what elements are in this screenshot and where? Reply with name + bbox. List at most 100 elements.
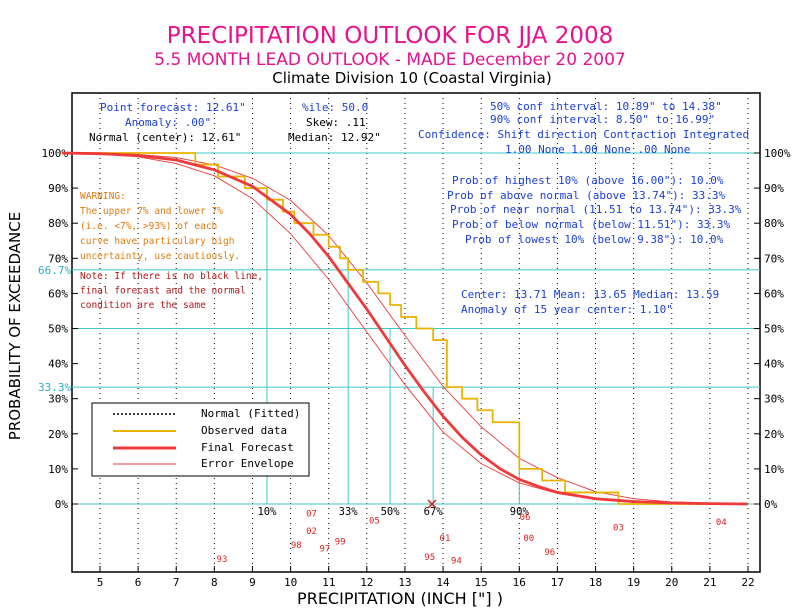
x-tick-label: 17 xyxy=(551,576,564,589)
note-text-line: final forecast and the normal xyxy=(80,286,246,297)
y-tick-label-left: 80% xyxy=(48,217,68,230)
reference-line-label: 33.3% xyxy=(38,381,71,394)
x-tick-label: 18 xyxy=(589,576,602,589)
y-tick-label-left: 10% xyxy=(48,463,68,476)
series-error-envelope xyxy=(61,152,749,505)
skew-text: Skew: .11 xyxy=(306,116,366,129)
normal-center-text: Normal (center): 12.61" xyxy=(89,131,241,144)
y-tick-label-left: 50% xyxy=(48,323,68,336)
x-axis-label: PRECIPITATION (INCH ["] ) xyxy=(297,589,503,608)
x-tick-label: 5 xyxy=(97,576,104,589)
plot-frame xyxy=(71,92,761,573)
x-tick-label: 21 xyxy=(703,576,716,589)
x-tick-label: 15 xyxy=(475,576,488,589)
y-tick-label-left: 90% xyxy=(48,182,68,195)
observed-year-label: 05 xyxy=(369,516,380,526)
warning-text-line: WARNING: xyxy=(80,191,126,202)
legend-label: Final Forecast xyxy=(201,441,294,454)
anomaly-text: Anomaly: .00" xyxy=(125,116,211,129)
x-tick-label: 13 xyxy=(398,576,411,589)
confidence-values-text: 1.00 None 1.00 None .00 None xyxy=(505,143,690,156)
legend-label: Error Envelope xyxy=(201,457,294,470)
median-text: Median: 12.92" xyxy=(288,131,381,144)
x-tick-label: 8 xyxy=(211,576,218,589)
observed-year-label: 06 xyxy=(520,513,531,523)
chart-subtitle: 5.5 MONTH LEAD OUTLOOK - MADE December 2… xyxy=(154,50,625,70)
percentile-label: 50% xyxy=(381,506,401,518)
observed-year-label: 07 xyxy=(306,509,317,519)
plot-area: 5 6 7 8 9 10 11 12 13 14 15 16 17 18 19 20 21 22 66.7% 33.3… xyxy=(38,92,791,589)
observed-year-label: 93 xyxy=(217,555,228,565)
note-text-line: condition are the same xyxy=(80,300,206,311)
probability-line: Prob of near normal (11.51 to 13.74"): 3… xyxy=(450,203,742,216)
warning-text-line: uncertainty, use cautiously. xyxy=(80,251,240,262)
percentile-text: %ile: 50.0 xyxy=(302,101,368,114)
legend: Normal (Fitted) Observed data Final Foreca… xyxy=(91,402,310,477)
x-tick-label: 6 xyxy=(135,576,142,589)
y-tick-label-right: 50% xyxy=(764,323,784,336)
observed-year-label: 94 xyxy=(451,557,462,567)
chart-title: PRECIPITATION OUTLOOK FOR JJA 2008 xyxy=(167,23,614,49)
y-tick-label-right: 100% xyxy=(764,147,791,160)
conf-interval-50-text: 50% conf interval: 10.89" to 14.38" xyxy=(490,100,722,113)
probability-line: Prob of lowest 10% (below 9.38"): 10.0% xyxy=(465,233,724,246)
observed-year-label: 97 xyxy=(319,544,330,554)
y-tick-label-left: 20% xyxy=(48,428,68,441)
legend-label: Normal (Fitted) xyxy=(201,407,300,420)
observed-year-label: 04 xyxy=(716,518,727,528)
y-tick-label-left: 70% xyxy=(48,252,68,265)
y-tick-label-right: 80% xyxy=(764,217,784,230)
x-tick-label: 9 xyxy=(249,576,256,589)
y-tick-label-right: 90% xyxy=(764,182,784,195)
probability-line: Prob of above normal (above 13.74"): 33.… xyxy=(447,189,726,202)
point-forecast-text: Point forecast: 12.61" xyxy=(100,101,246,114)
x-tick-label: 12 xyxy=(360,576,373,589)
y-tick-label-right: 30% xyxy=(764,393,784,406)
warning-text-line: curve have particulary high xyxy=(80,236,234,247)
y-axis-label: PROBABILITY OF EXCEEDANCE xyxy=(6,212,24,440)
x-tick-label: 22 xyxy=(741,576,754,589)
observed-year-label: 01 xyxy=(440,534,451,544)
forecast-center-marker xyxy=(427,499,437,509)
x-tick-label: 16 xyxy=(513,576,526,589)
y-tick-label-right: 40% xyxy=(764,358,784,371)
observed-year-label: 99 xyxy=(335,537,346,547)
observed-year-label: 03 xyxy=(613,523,624,533)
y-tick-label-right: 0% xyxy=(764,498,778,511)
y-tick-label-left: 40% xyxy=(48,358,68,371)
conf-interval-90-text: 90% conf interval: 8.50" to 16.99" xyxy=(490,113,715,126)
warning-text-line: The upper 7% and lower 7% xyxy=(80,206,223,217)
x-tick-label: 19 xyxy=(627,576,640,589)
x-tick-label: 20 xyxy=(665,576,678,589)
percentile-label: 90% xyxy=(510,506,530,518)
x-tick-label: 10 xyxy=(284,576,297,589)
percentile-label: 67% xyxy=(424,506,444,518)
observed-year-label: 00 xyxy=(523,534,534,544)
x-tick-label: 11 xyxy=(322,576,335,589)
y-tick-label-right: 70% xyxy=(764,252,784,265)
note-text-line: Note: If there is no black line, xyxy=(80,271,263,282)
y-tick-label-left: 100% xyxy=(42,147,69,160)
center-anomaly-text: Anomaly of 15 year center: 1.10" xyxy=(461,303,673,316)
y-tick-label-right: 10% xyxy=(764,463,784,476)
reference-line-label: 66.7% xyxy=(38,264,71,277)
legend-label: Observed data xyxy=(201,424,287,437)
observed-year-label: 95 xyxy=(424,553,435,563)
x-tick-label: 14 xyxy=(436,576,450,589)
center-mean-median-text: Center: 13.71 Mean: 13.65 Median: 13.59 xyxy=(461,288,719,301)
probability-line: Prob of highest 10% (above 16.00"): 10.0… xyxy=(452,174,724,187)
y-tick-label-left: 0% xyxy=(55,498,69,511)
y-tick-label-right: 60% xyxy=(764,287,784,300)
series-final-forecast xyxy=(61,151,749,506)
confidence-header-text: Confidence: Shift direction Contraction … xyxy=(418,128,749,141)
observed-year-label: 02 xyxy=(306,527,317,537)
warning-text-line: (i.e. <7%, >93%) of each xyxy=(80,221,217,232)
probability-line: Prob of below normal (below 11.51"): 33.… xyxy=(452,218,731,231)
percentile-label: 10% xyxy=(257,506,277,518)
observed-year-label: 98 xyxy=(291,541,302,551)
y-tick-label-left: 60% xyxy=(48,287,68,300)
percentile-label: 33% xyxy=(339,506,359,518)
y-tick-label-left: 30% xyxy=(48,393,68,406)
y-tick-label-right: 20% xyxy=(764,428,784,441)
